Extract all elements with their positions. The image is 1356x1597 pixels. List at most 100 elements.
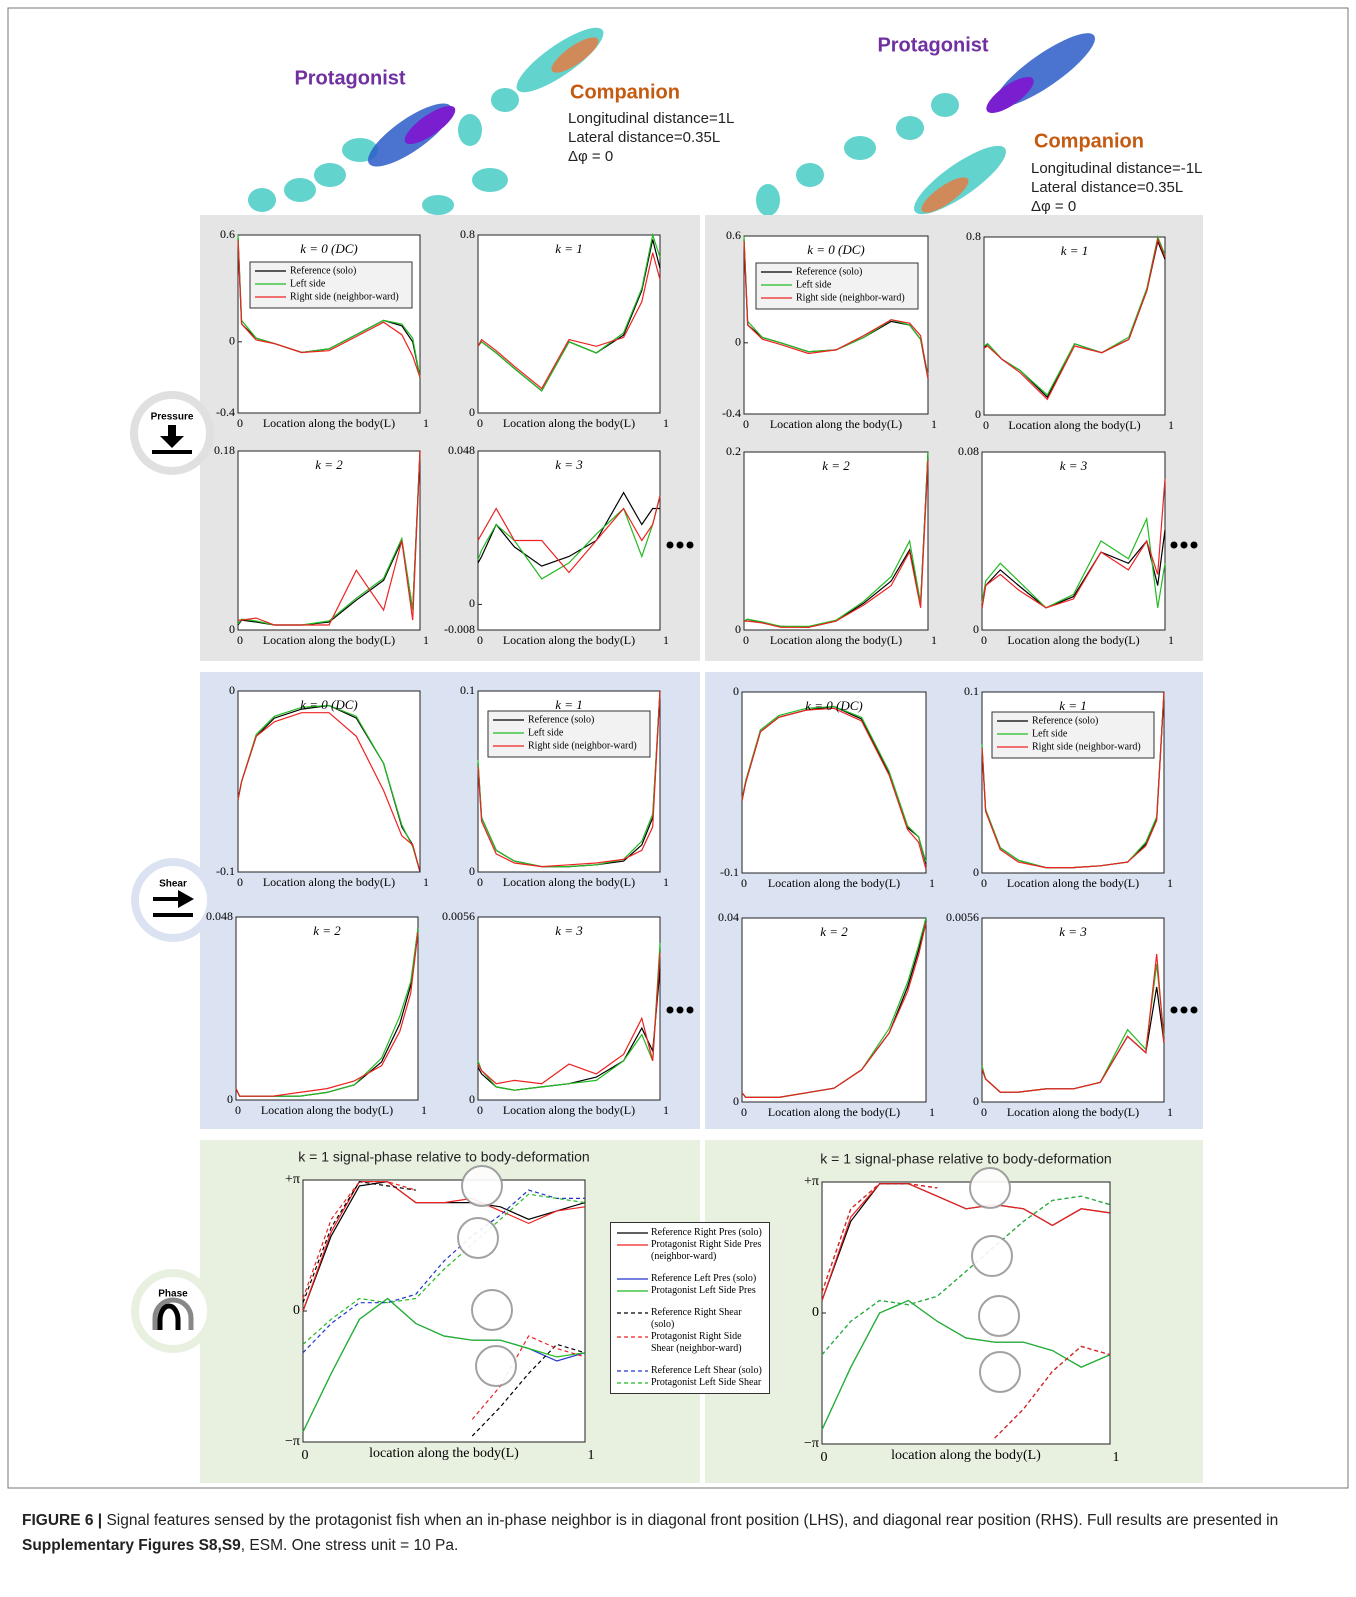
chart-title: k = 2 xyxy=(315,457,343,472)
legend-label: Reference (solo) xyxy=(796,266,862,277)
x-tick-label: 1 xyxy=(931,633,937,647)
icon-label: Pressure xyxy=(151,412,194,423)
y-tick-label: −π xyxy=(285,1434,300,1449)
fish-illustration-right xyxy=(756,33,1095,216)
chart-title: k = 0 (DC) xyxy=(807,242,865,257)
plot-area xyxy=(477,916,661,1101)
config-line: Δφ = 0 xyxy=(1031,198,1076,215)
x-tick-label: 1 xyxy=(423,875,429,889)
y-tick-label: 0 xyxy=(229,622,235,636)
x-tick-label: 0 xyxy=(302,1448,309,1463)
chart-title: k = 2 xyxy=(820,924,848,939)
y-tick-label: 0.6 xyxy=(220,227,235,241)
series-line xyxy=(477,252,661,390)
chart-title: k = 1 signal-phase relative to body-defo… xyxy=(298,1149,589,1165)
legend-swatch xyxy=(617,1336,648,1338)
legend-label: Right side (neighbor-ward) xyxy=(528,740,637,751)
icon-label: Shear xyxy=(159,879,187,890)
x-axis-label: Location along the body(L) xyxy=(768,1105,900,1119)
x-tick-label: 0 xyxy=(983,418,989,432)
y-tick-label: 0 xyxy=(812,1305,819,1320)
series-line xyxy=(237,450,421,626)
x-tick-label: 0 xyxy=(741,876,747,890)
chart-title: k = 1 xyxy=(555,241,583,256)
y-tick-label: 0.8 xyxy=(460,227,475,241)
companion-label: Companion xyxy=(1034,130,1144,152)
caption: FIGURE 6 | Signal features sensed by the… xyxy=(22,1508,1334,1558)
legend-label: Protagonist Left Side Pres xyxy=(651,1285,756,1296)
y-tick-label: 0 xyxy=(735,622,741,636)
protagonist-label: Protagonist xyxy=(877,34,988,56)
series-line xyxy=(302,1181,586,1420)
series-line xyxy=(237,240,421,378)
legend-label: Right side (neighbor-ward) xyxy=(796,292,905,303)
legend-label: Reference Left Pres (solo) xyxy=(651,1273,757,1284)
x-tick-label: 1 xyxy=(929,876,935,890)
series-line xyxy=(235,932,419,1097)
series-line xyxy=(821,1299,1111,1431)
series-line xyxy=(302,1181,586,1437)
legend-label: Left side xyxy=(796,279,832,290)
plot-area xyxy=(741,917,927,1103)
x-tick-label: 1 xyxy=(423,633,429,647)
y-tick-label: 0 xyxy=(973,1094,979,1108)
series-line xyxy=(981,954,1165,1093)
legend-box xyxy=(991,711,1155,759)
legend-box xyxy=(249,261,413,309)
x-tick-label: 1 xyxy=(1167,1105,1173,1119)
y-tick-label: 0 xyxy=(293,1303,300,1318)
x-axis-label: Location along the body(L) xyxy=(1008,418,1140,432)
x-tick-label: 0 xyxy=(477,875,483,889)
y-tick-label: 0 xyxy=(229,334,235,348)
legend-label: Protagonist Right Side Pres (neighbor-wa… xyxy=(651,1239,762,1262)
legend-entry: Reference Left Pres (solo) xyxy=(615,1273,765,1285)
series-line xyxy=(477,491,660,567)
series-line xyxy=(477,690,661,868)
series-line xyxy=(477,690,661,868)
legend-label: Reference (solo) xyxy=(1032,715,1098,726)
config-line: Longitudinal distance=1L xyxy=(568,110,734,127)
legend-label: Right side (neighbor-ward) xyxy=(290,291,399,302)
plot-area xyxy=(981,917,1165,1103)
chart-title: k = 1 xyxy=(1061,243,1089,258)
legend-entry: Protagonist Left Side Pres xyxy=(615,1285,765,1297)
chart-title: k = 1 xyxy=(1059,698,1087,713)
x-tick-label: 0 xyxy=(477,416,483,430)
y-tick-label: −π xyxy=(804,1436,819,1451)
x-tick-label: 1 xyxy=(1167,876,1173,890)
legend-label: Reference Left Shear (solo) xyxy=(651,1365,762,1376)
y-tick-label: 0.048 xyxy=(448,443,475,457)
legend-label: Right side (neighbor-ward) xyxy=(1032,741,1141,752)
plot-area xyxy=(302,1179,586,1443)
icon-label: Phase xyxy=(158,1289,188,1300)
x-tick-label: 0 xyxy=(237,633,243,647)
y-tick-label: 0.6 xyxy=(726,228,741,242)
chart-title: k = 2 xyxy=(822,458,850,473)
x-tick-label: 1 xyxy=(588,1448,595,1463)
y-tick-label: -0.1 xyxy=(720,865,739,879)
config-line: Lateral distance=0.35L xyxy=(1031,179,1183,196)
y-tick-label: 0 xyxy=(469,405,475,419)
legend-label: Left side xyxy=(528,727,564,738)
plot-area xyxy=(237,450,421,631)
x-axis-label: Location along the body(L) xyxy=(1007,1105,1139,1119)
x-tick-label: 1 xyxy=(931,417,937,431)
plot-area xyxy=(983,236,1166,416)
more-indicator xyxy=(666,541,1198,1014)
y-tick-label: 0 xyxy=(973,622,979,636)
series-line xyxy=(477,495,661,574)
legend-label: Reference (solo) xyxy=(528,714,594,725)
x-axis-label: Location along the body(L) xyxy=(503,875,635,889)
y-tick-label: +π xyxy=(804,1174,819,1189)
companion-label: Companion xyxy=(570,81,680,103)
series-line xyxy=(302,1189,585,1354)
y-tick-label: +π xyxy=(285,1172,300,1187)
series-line xyxy=(477,943,661,1091)
x-tick-label: 0 xyxy=(237,875,243,889)
x-tick-label: 1 xyxy=(663,416,669,430)
plot-area xyxy=(981,451,1166,631)
series-line xyxy=(302,1297,586,1433)
series-line xyxy=(981,516,1166,609)
